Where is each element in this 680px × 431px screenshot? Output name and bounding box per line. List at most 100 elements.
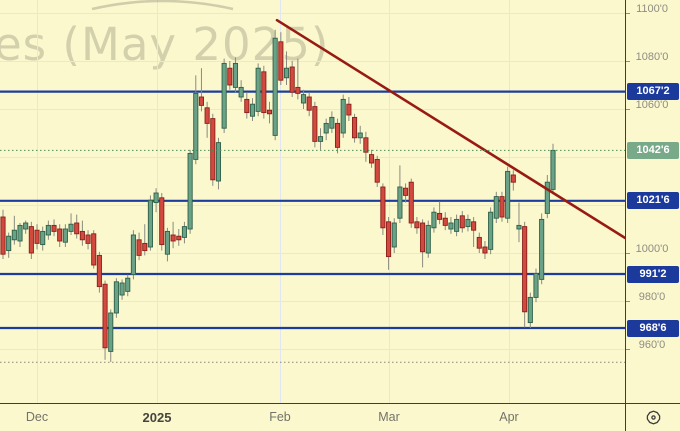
candle-down (442, 217, 448, 226)
candle-down (420, 222, 426, 253)
candle-up (125, 277, 131, 292)
candle-down (198, 96, 205, 106)
price-axis[interactable]: 1100'0 1080'0 1060'0 1000'0 980'0 960'0 1067'2… (626, 0, 680, 403)
price-axis-tick (626, 60, 630, 62)
candle-up (431, 211, 437, 229)
candle-down (136, 239, 142, 256)
candle-up (527, 296, 533, 324)
candle-up (11, 229, 17, 241)
candle-down (91, 233, 97, 266)
candle-down (312, 106, 318, 142)
candle-up (181, 226, 187, 238)
candle-down (499, 196, 505, 218)
candle-down (159, 197, 165, 246)
price-axis-tick (626, 108, 630, 110)
candle-down (96, 254, 102, 288)
candle-up (550, 149, 556, 190)
candle-down (266, 109, 273, 115)
trendline (275, 18, 625, 240)
candle-up (17, 224, 23, 242)
candle-down (334, 122, 341, 148)
axis-horizontal-separator (0, 403, 680, 404)
candle-down (278, 41, 284, 81)
candle-down (85, 234, 91, 244)
chart-canvas[interactable] (0, 0, 625, 403)
candle-up (391, 222, 397, 248)
candle-up (488, 211, 494, 250)
candle-up (153, 192, 159, 204)
candle-up (130, 234, 136, 276)
candle-up (340, 98, 346, 134)
candle-up (249, 103, 256, 117)
price-axis-tick (626, 12, 630, 14)
candle-down (363, 137, 369, 153)
candle-up (272, 37, 278, 136)
candle-up (23, 222, 29, 230)
time-axis-label: Feb (269, 410, 291, 424)
candle-down (374, 158, 380, 183)
candle-down (51, 224, 57, 232)
candle-up (357, 132, 363, 139)
candle-up (113, 281, 119, 314)
price-axis-label: 1000'0 (635, 243, 669, 255)
candle-up (397, 186, 403, 219)
watermark-arc (91, 0, 234, 11)
candle-up (108, 312, 114, 352)
candle-up (68, 223, 74, 232)
candle-down (28, 226, 34, 254)
candle-down (380, 186, 386, 229)
candle-up (323, 122, 329, 134)
candle-up (317, 136, 324, 142)
candle-up (425, 224, 431, 254)
axis-settings-button[interactable] (644, 408, 663, 427)
candle-down (227, 67, 233, 86)
time-axis-label: Apr (499, 410, 519, 424)
candle-down (142, 242, 148, 252)
candle-down (0, 216, 6, 255)
axis-settings-corner (626, 404, 680, 431)
candle-down (403, 187, 409, 196)
candle-down (57, 228, 63, 242)
price-axis-label: 1060'0 (635, 99, 669, 111)
price-axis-tick (626, 348, 630, 350)
candle-down (261, 71, 267, 114)
candle-up (193, 92, 199, 160)
gear-icon (646, 410, 660, 425)
candle-up (238, 86, 244, 98)
price-axis-label: 980'0 (638, 291, 666, 303)
candle-up (40, 230, 46, 246)
candle-down (34, 229, 40, 244)
candle-down (289, 66, 295, 93)
price-level-badge: 1021'6 (627, 192, 679, 210)
candle-down (437, 212, 443, 220)
time-axis-label: Dec (25, 410, 49, 424)
candle-up (45, 224, 51, 236)
candle-down (204, 107, 210, 124)
candle-down (346, 103, 352, 116)
candle-up (448, 222, 454, 230)
candle-down (210, 118, 216, 181)
candle-up (465, 218, 471, 228)
candle-down (476, 236, 482, 249)
candle-up (215, 142, 222, 182)
candle-up (147, 199, 153, 248)
candle-up (539, 218, 545, 280)
candle-down (295, 86, 301, 94)
candle-up (493, 196, 499, 219)
candle-down (459, 215, 465, 229)
axis-vertical-separator (625, 0, 626, 431)
price-chart-pane[interactable]: es (May 2025) (0, 0, 625, 403)
candle-down (244, 98, 250, 114)
time-axis-label: 2025 (142, 410, 172, 425)
time-axis[interactable]: Dec 2025 Feb Mar Apr (0, 404, 626, 431)
candle-down (522, 226, 528, 313)
candle-up (533, 272, 539, 298)
candle-down (176, 235, 182, 241)
price-level-badge: 991'2 (627, 265, 679, 283)
candle-up (505, 170, 511, 219)
price-level-badge: 968'6 (627, 319, 679, 337)
candle-up (544, 181, 550, 214)
candle-down (79, 230, 85, 241)
last-price-badge: 1042'6 (627, 141, 679, 159)
